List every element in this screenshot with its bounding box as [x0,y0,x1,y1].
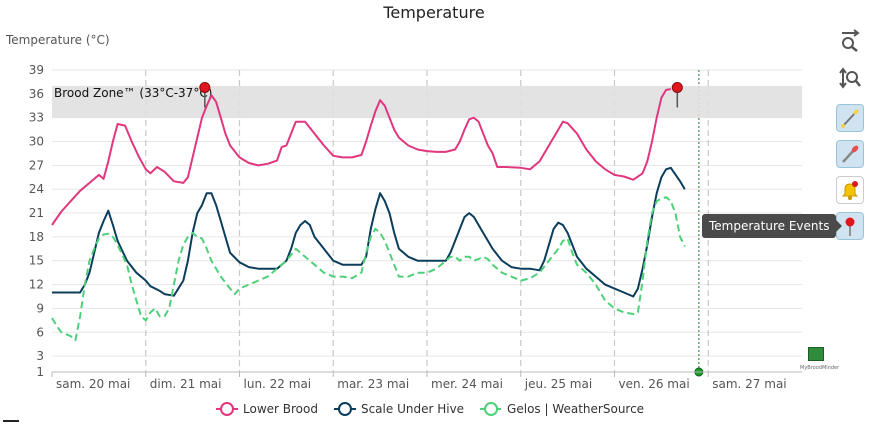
y-tick-label: 30 [29,135,44,149]
x-tick-label: mar. 23 mai [337,377,409,391]
legend-label[interactable]: Lower Brood [243,402,318,416]
page-underline-decoration [3,420,19,422]
legend[interactable]: Lower Brood Scale Under Hive Gelos | Weath… [216,402,644,416]
y-axis-label: Temperature (°C) [5,33,110,47]
y-tick-label: 9 [36,301,44,315]
legend-swatch-marker[interactable] [337,402,352,416]
zoom-x-icon [842,29,860,52]
event-pin-head[interactable] [671,81,683,93]
mybroodminder-logo: MyBroodMinder [800,346,840,372]
x-tick-label: ven. 26 mai [619,377,690,391]
x-tick-label: lun. 22 mai [244,377,312,391]
legend-label[interactable]: Scale Under Hive [361,402,464,416]
y-tick-label: 21 [29,206,44,220]
legend-swatch-marker[interactable] [220,402,234,416]
y-tick-label: 27 [29,158,44,172]
y-tick-label: 6 [36,325,44,339]
pushpin-icon [845,217,855,236]
chart-title: Temperature [382,3,484,22]
legend-label[interactable]: Gelos | WeatherSource [507,402,644,416]
y-tick-label: 15 [29,254,44,268]
zoom-y-button[interactable] [836,64,864,92]
x-tick-label: jeu. 25 mai [524,377,592,391]
brood-zone-band: Brood Zone™ (33°C-37°C) [52,85,802,118]
series-line-lower-brood [51,88,671,226]
y-tick-label: 3 [36,349,44,363]
y-tick-label: 36 [29,87,44,101]
zoom-x-button[interactable] [836,26,864,54]
y-tick-label: 24 [29,182,44,196]
y-tick-label: 33 [29,111,44,125]
paintbrush-red-button[interactable] [836,140,864,168]
legend-swatch-marker[interactable] [484,402,499,416]
paintbrush-thin-icon [841,109,859,128]
x-tick-label: mer. 24 mai [431,377,503,391]
y-tick-label: 39 [29,63,44,77]
paintbrush-tool-button[interactable] [836,104,864,132]
series-line-gelos-weathersource [51,196,686,342]
zoom-y-icon [839,67,861,89]
brood-zone-label: Brood Zone™ (33°C-37°C) [54,86,212,100]
x-tick-label: sam. 27 mai [712,377,786,391]
alert-bell-button[interactable] [836,176,864,204]
y-tick-label: 12 [29,278,44,292]
event-markers[interactable] [199,81,683,108]
temperature-events-tooltip: Temperature Events [702,214,843,238]
series-line-scale-under-hive [52,166,686,298]
series [51,88,686,342]
y-tick-label: 18 [29,230,44,244]
bell-alert-icon [841,181,859,200]
x-tick-label: sam. 20 mai [56,377,130,391]
paintbrush-red-icon [842,145,859,163]
y-tick-label: 1 [36,365,44,379]
x-tick-label: dim. 21 mai [150,377,222,391]
logo-text: MyBroodMinder [800,365,840,371]
event-pin-head[interactable] [199,81,211,93]
